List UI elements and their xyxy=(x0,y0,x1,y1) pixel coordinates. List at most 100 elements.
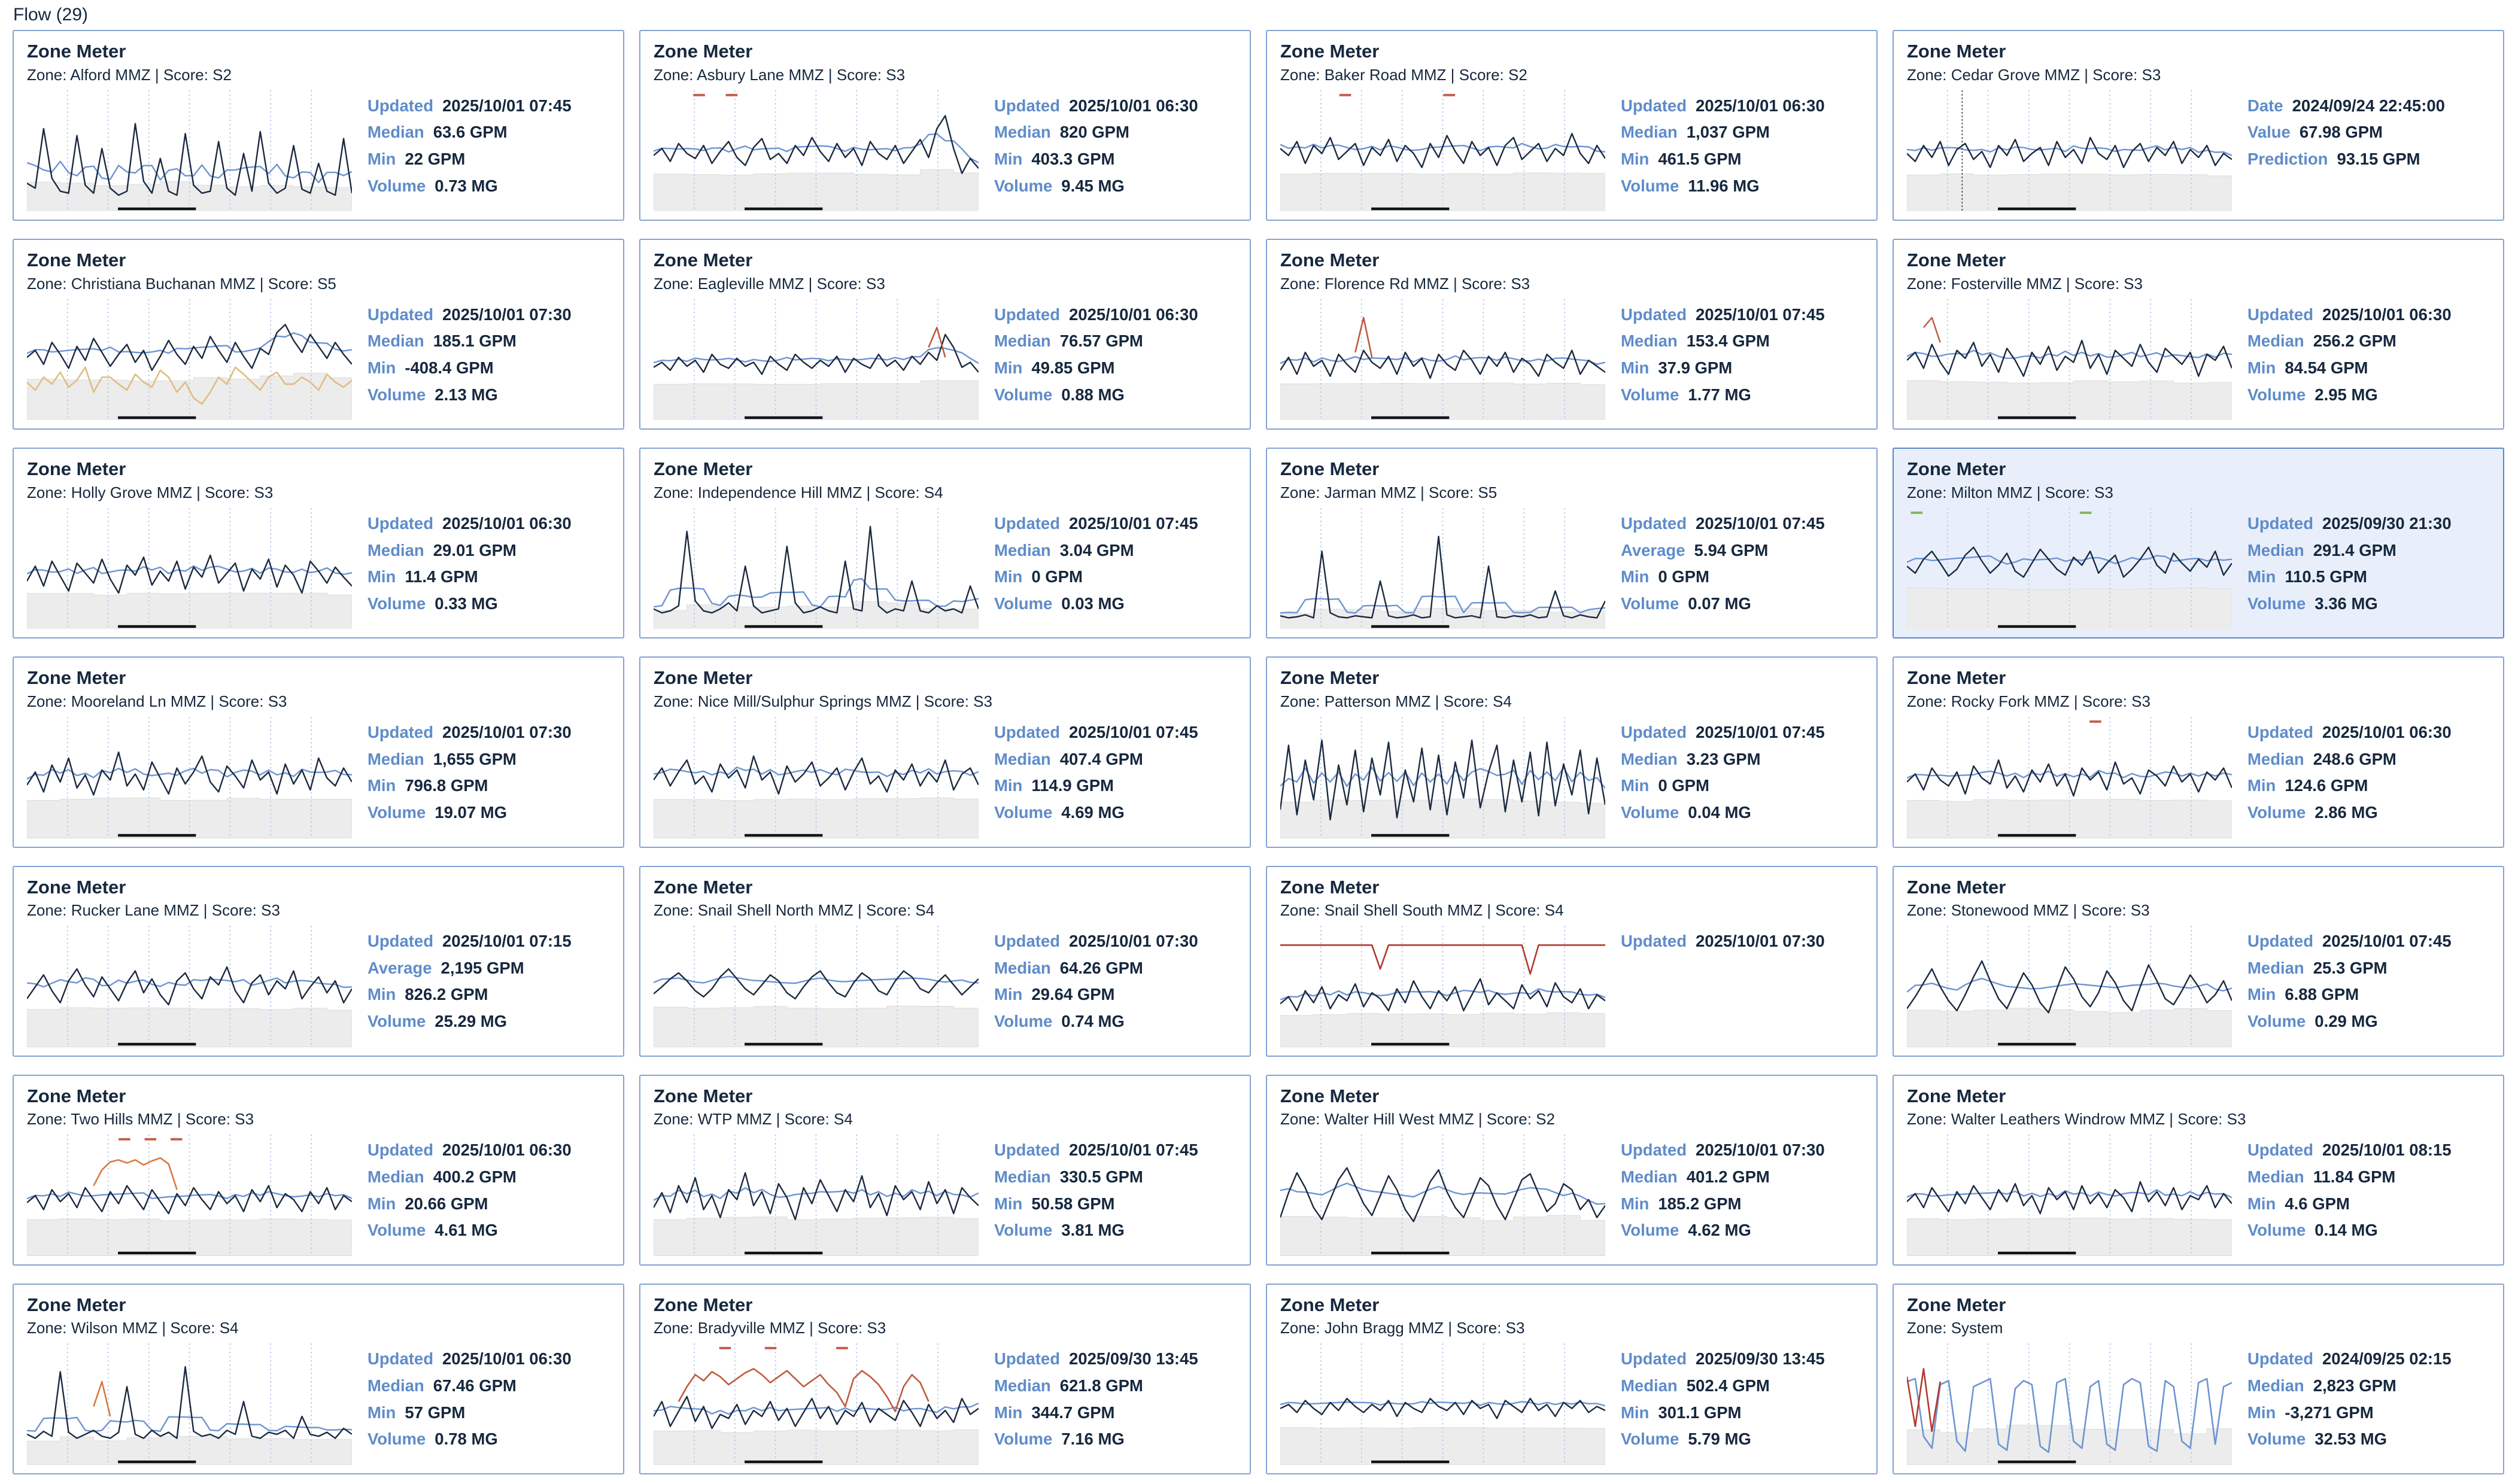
sparkline-chart[interactable] xyxy=(654,90,979,212)
zone-card[interactable]: Zone Meter Zone: Jarman MMZ | Score: S5 … xyxy=(1266,448,1878,639)
stat-label: Median xyxy=(1621,749,1678,768)
zone-card[interactable]: Zone Meter Zone: Snail Shell North MMZ |… xyxy=(639,865,1251,1057)
stat-row: Median 3.04 GPM xyxy=(994,541,1237,560)
sparkline-chart[interactable] xyxy=(1280,1343,1605,1465)
sparkline-chart[interactable] xyxy=(1907,90,2232,212)
zone-card[interactable]: Zone Meter Zone: Independence Hill MMZ |… xyxy=(639,448,1251,639)
stat-value: 0.03 MG xyxy=(1061,594,1125,613)
stat-label: Min xyxy=(367,358,396,378)
card-subtitle: Zone: Asbury Lane MMZ | Score: S3 xyxy=(654,65,906,84)
stat-row: Min 57 GPM xyxy=(367,1403,610,1422)
card-body: Updated 2025/10/01 06:30 Median 400.2 GPM Mi… xyxy=(27,1135,610,1256)
zone-card[interactable]: Zone Meter Zone: Rocky Fork MMZ | Score:… xyxy=(1893,656,2504,848)
zone-card[interactable]: Zone Meter Zone: Fosterville MMZ | Score… xyxy=(1893,239,2504,430)
card-subtitle: Zone: Christiana Buchanan MMZ | Score: S… xyxy=(27,274,336,293)
sparkline-chart[interactable] xyxy=(27,717,352,838)
stat-value: 185.2 GPM xyxy=(1658,1194,1742,1213)
card-body: Updated 2024/09/25 02:15 Median 2,823 GPM Mi… xyxy=(1907,1343,2490,1465)
sparkline-chart[interactable] xyxy=(654,299,979,421)
zone-card[interactable]: Zone Meter Zone: Walter Leathers Windrow… xyxy=(1893,1074,2504,1266)
sparkline-chart[interactable] xyxy=(1907,1135,2232,1256)
sparkline-chart[interactable] xyxy=(1907,508,2232,630)
sparkline-chart[interactable] xyxy=(1907,299,2232,421)
sparkline-chart[interactable] xyxy=(1280,508,1605,630)
zone-card[interactable]: Zone Meter Zone: Christiana Buchanan MMZ… xyxy=(13,239,624,430)
zone-card[interactable]: Zone Meter Zone: Patterson MMZ | Score: … xyxy=(1266,656,1878,848)
sparkline-chart[interactable] xyxy=(27,508,352,630)
stat-row: Min 49.85 GPM xyxy=(994,358,1237,378)
sparkline-chart[interactable] xyxy=(1280,717,1605,838)
zone-card[interactable]: Zone Meter Zone: Stonewood MMZ | Score: … xyxy=(1893,865,2504,1057)
zone-card[interactable]: Zone Meter Zone: Wilson MMZ | Score: S4 … xyxy=(13,1283,624,1474)
stat-value: 63.6 GPM xyxy=(433,123,508,142)
stat-row: Min 826.2 GPM xyxy=(367,985,610,1004)
sparkline-chart[interactable] xyxy=(654,508,979,630)
stat-row: Updated 2025/09/30 13:45 xyxy=(1621,1349,1863,1369)
stat-row: Volume 11.96 MG xyxy=(1621,177,1863,196)
zone-card[interactable]: Zone Meter Zone: Rucker Lane MMZ | Score… xyxy=(13,865,624,1057)
stat-row: Volume 1.77 MG xyxy=(1621,385,1863,405)
zone-card[interactable]: Zone Meter Zone: John Bragg MMZ | Score:… xyxy=(1266,1283,1878,1474)
sparkline-chart[interactable] xyxy=(654,1135,979,1256)
sparkline-chart[interactable] xyxy=(654,926,979,1047)
sparkline-chart[interactable] xyxy=(1907,717,2232,838)
zone-card[interactable]: Zone Meter Zone: Mooreland Ln MMZ | Scor… xyxy=(13,656,624,848)
zone-card[interactable]: Zone Meter Zone: WTP MMZ | Score: S4 Upd… xyxy=(639,1074,1251,1266)
stat-row: Min 110.5 GPM xyxy=(2247,567,2490,586)
card-subtitle: Zone: Wilson MMZ | Score: S4 xyxy=(27,1319,239,1337)
stat-value: 2025/10/01 07:45 xyxy=(1696,723,1825,742)
zone-card[interactable]: Zone Meter Zone: Cedar Grove MMZ | Score… xyxy=(1893,30,2504,221)
stat-row: Updated 2025/10/01 06:30 xyxy=(2247,723,2490,742)
sparkline-chart[interactable] xyxy=(654,717,979,838)
sparkline-chart[interactable] xyxy=(1280,1135,1605,1256)
stat-row: Median 621.8 GPM xyxy=(994,1376,1237,1395)
zone-card[interactable]: Zone Meter Zone: Nice Mill/Sulphur Sprin… xyxy=(639,656,1251,848)
card-body: Updated 2025/10/01 06:30 Median 29.01 GPM Mi… xyxy=(27,508,610,630)
sparkline-chart[interactable] xyxy=(1907,926,2232,1047)
sparkline-chart[interactable] xyxy=(1907,1343,2232,1465)
stat-label: Median xyxy=(1621,332,1678,351)
zone-card[interactable]: Zone Meter Zone: Bradyville MMZ | Score:… xyxy=(639,1283,1251,1474)
zone-card[interactable]: Zone Meter Zone: Florence Rd MMZ | Score… xyxy=(1266,239,1878,430)
stat-label: Updated xyxy=(367,305,433,324)
stat-value: 2025/10/01 07:15 xyxy=(442,932,572,951)
sparkline-chart[interactable] xyxy=(27,926,352,1047)
sparkline-chart[interactable] xyxy=(1280,90,1605,212)
stat-row: Updated 2025/10/01 06:30 xyxy=(1621,96,1863,115)
stats-block: Updated 2025/10/01 07:45 Median 3.04 GPM Min… xyxy=(994,508,1237,630)
zone-card[interactable]: Zone Meter Zone: Alford MMZ | Score: S2 … xyxy=(13,30,624,221)
stat-value: 0.07 MG xyxy=(1688,594,1751,613)
stat-label: Min xyxy=(2247,1403,2276,1422)
sparkline-chart[interactable] xyxy=(27,1135,352,1256)
sparkline-chart[interactable] xyxy=(27,90,352,212)
stat-label: Min xyxy=(2247,776,2276,795)
sparkline-chart[interactable] xyxy=(1280,926,1605,1047)
zone-card[interactable]: Zone Meter Zone: Walter Hill West MMZ | … xyxy=(1266,1074,1878,1266)
zone-card[interactable]: Zone Meter Zone: System Updated 2024/09/2… xyxy=(1893,1283,2504,1474)
zone-card[interactable]: Zone Meter Zone: Two Hills MMZ | Score: … xyxy=(13,1074,624,1266)
stat-value: 49.85 GPM xyxy=(1031,358,1115,378)
card-title: Zone Meter xyxy=(27,250,126,271)
sparkline-chart[interactable] xyxy=(1280,299,1605,421)
card-body: Updated 2025/10/01 07:45 Average 5.94 GPM Mi… xyxy=(1280,508,1863,630)
stat-label: Average xyxy=(367,958,432,977)
stat-value: 2024/09/24 22:45:00 xyxy=(2292,96,2445,115)
stat-label: Value xyxy=(2247,123,2291,142)
stat-label: Median xyxy=(367,1376,424,1395)
zone-card[interactable]: Zone Meter Zone: Holly Grove MMZ | Score… xyxy=(13,448,624,639)
sparkline-chart[interactable] xyxy=(27,299,352,421)
zone-card[interactable]: Zone Meter Zone: Eagleville MMZ | Score:… xyxy=(639,239,1251,430)
card-body: Updated 2025/10/01 06:30 Median 248.6 GPM Mi… xyxy=(1907,717,2490,838)
card-body: Updated 2025/10/01 07:30 Median 64.26 GPM Mi… xyxy=(654,926,1237,1047)
stat-label: Median xyxy=(994,332,1051,351)
zone-card[interactable]: Zone Meter Zone: Snail Shell South MMZ |… xyxy=(1266,865,1878,1057)
stat-value: 7.16 MG xyxy=(1061,1430,1125,1449)
stats-block: Updated 2025/10/01 07:30 xyxy=(1621,926,1863,1047)
zone-card[interactable]: Zone Meter Zone: Asbury Lane MMZ | Score… xyxy=(639,30,1251,221)
sparkline-chart[interactable] xyxy=(654,1343,979,1465)
stat-label: Min xyxy=(1621,1194,1650,1213)
stat-label: Volume xyxy=(994,1012,1053,1031)
sparkline-chart[interactable] xyxy=(27,1343,352,1465)
zone-card[interactable]: Zone Meter Zone: Baker Road MMZ | Score:… xyxy=(1266,30,1878,221)
zone-card[interactable]: Zone Meter Zone: Milton MMZ | Score: S3 … xyxy=(1893,448,2504,639)
